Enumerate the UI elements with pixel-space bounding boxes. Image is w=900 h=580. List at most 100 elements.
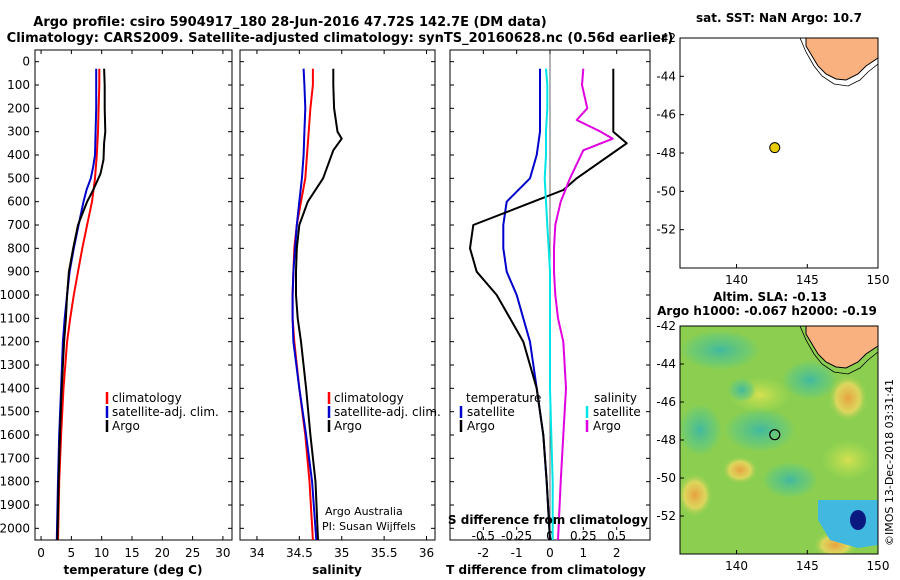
- series-argo: [56, 68, 107, 541]
- sla-blob: [828, 374, 868, 422]
- sla-heatmap: [680, 326, 878, 554]
- sla-blob: [680, 473, 713, 517]
- lon-tick-label: 150: [867, 559, 890, 573]
- depth-tick-label: 2000: [0, 521, 30, 535]
- x-tick-label: 15: [124, 546, 139, 560]
- lat-tick-label: -44: [656, 357, 676, 371]
- x-tick-label: 2: [613, 546, 621, 560]
- imos-stamp: ©IMOS 13-Dec-2018 03:31:41: [883, 379, 896, 546]
- lat-tick-label: -42: [656, 31, 676, 45]
- series-climatology: [57, 68, 101, 541]
- x-tick-label: 34.5: [286, 546, 313, 560]
- legend-temperature-heading: temperature: [466, 391, 541, 405]
- x-tick-label: 35.5: [371, 546, 398, 560]
- difference-plot: -2 -1 0 1 2-0.5 -0.25 0 0.25 0.5: [450, 50, 650, 560]
- legend-satellite: satellite-adj. clim.: [112, 405, 219, 419]
- lon-tick-label: 140: [725, 273, 748, 287]
- temperature-xlabel: temperature (deg C): [64, 563, 203, 577]
- x-tick-label: -2: [477, 546, 489, 560]
- series-temperature-satellite: [502, 68, 551, 541]
- sst-map-land: [799, 38, 878, 87]
- difference-legend: temperature satellite Argo salinity sate…: [459, 391, 641, 433]
- series-satellite-adj-clim-: [291, 68, 318, 541]
- lat-tick-label: -48: [656, 433, 676, 447]
- salinity-xlabel: salinity: [312, 563, 362, 577]
- lat-tick-label: -52: [656, 223, 676, 237]
- series-salinity-satellite: [543, 68, 554, 540]
- s-tick-label: -0.5: [472, 529, 495, 543]
- depth-tick-label: 100: [7, 78, 30, 92]
- temperature-panel-frame: [34, 49, 233, 541]
- sla-low-region: [818, 500, 878, 548]
- depth-axis: 0 100 200 300 400 500 600 700 800 900 1000 1100 1200…: [0, 55, 30, 536]
- legend-satellite: satellite-adj. clim.: [334, 405, 441, 419]
- depth-tick-label: 500: [7, 171, 30, 185]
- lat-tick-label: -44: [656, 69, 676, 83]
- depth-tick-label: 1300: [0, 358, 30, 372]
- depth-tick-label: 300: [7, 125, 30, 139]
- coastline-contour: [799, 38, 878, 87]
- sla-map-axes: 140 145 150 -42 -44 -46 -48 -50 -52: [656, 319, 889, 573]
- x-tick-label: 34: [249, 546, 264, 560]
- sla-min-core: [850, 510, 866, 530]
- legend-climatology: climatology: [112, 391, 182, 405]
- lat-tick-label: -52: [656, 509, 676, 523]
- legend-climatology: climatology: [334, 391, 404, 405]
- lat-tick-label: -50: [656, 471, 676, 485]
- sla-blob: [728, 378, 756, 402]
- legend-temperature-argo: Argo: [467, 419, 495, 433]
- series-salinity-argo: [553, 68, 614, 541]
- argo-float-marker: [769, 429, 781, 441]
- temperature-plot: 0 5 10 15 20 25 30: [35, 50, 232, 560]
- lon-tick-label: 140: [725, 559, 748, 573]
- sla-blob: [724, 408, 796, 452]
- depth-tick-label: 1200: [0, 335, 30, 349]
- depth-tick-label: 400: [7, 148, 30, 162]
- sla-blob: [822, 440, 874, 480]
- tasmania-shape: [805, 326, 878, 369]
- depth-tick-label: 1400: [0, 381, 30, 395]
- legend-argo: Argo: [334, 419, 362, 433]
- sla-map-title-1: Altim. SLA: -0.13: [713, 290, 827, 304]
- tdiff-xlabel: T difference from climatology: [446, 563, 646, 577]
- x-tick-label: 5: [68, 546, 76, 560]
- sla-map-title-2: Argo h1000: -0.067 h2000: -0.19: [657, 304, 877, 318]
- salinity-plot: 34 34.5 35 35.5 36: [240, 50, 435, 560]
- depth-tick-label: 700: [7, 218, 30, 232]
- x-tick-label: 1: [580, 546, 588, 560]
- lat-tick-label: -50: [656, 184, 676, 198]
- pi-annotation-2: PI: Susan Wijffels: [322, 520, 416, 533]
- x-tick-label: 25: [185, 546, 200, 560]
- lon-tick-label: 150: [867, 273, 890, 287]
- x-tick-label: 0: [546, 546, 554, 560]
- lat-tick-label: -42: [656, 319, 676, 333]
- figure-title-line1: Argo profile: csiro 5904917_180 28-Jun-2…: [33, 15, 546, 30]
- figure-title-line2: Climatology: CARS2009. Satellite-adjuste…: [7, 31, 674, 46]
- depth-tick-label: 800: [7, 241, 30, 255]
- pi-annotation-1: Argo Australia: [325, 505, 403, 518]
- series-temperature-argo: [469, 68, 628, 541]
- legend-temperature-satellite: satellite: [467, 405, 515, 419]
- s-tick-label: 0.5: [607, 529, 626, 543]
- legend-salinity-argo: Argo: [593, 419, 621, 433]
- depth-tick-label: 900: [7, 265, 30, 279]
- series-argo: [295, 68, 343, 541]
- sla-blob: [762, 462, 818, 498]
- depth-tick-label: 1100: [0, 311, 30, 325]
- legend-salinity-satellite: satellite: [593, 405, 641, 419]
- series-satellite-adj-clim-: [55, 68, 98, 541]
- legend-salinity-heading: salinity: [594, 391, 637, 405]
- depth-tick-label: 1600: [0, 428, 30, 442]
- x-tick-label: 36: [419, 546, 434, 560]
- depth-tick-label: 1800: [0, 475, 30, 489]
- depth-tick-label: 600: [7, 195, 30, 209]
- x-tick-label: 20: [155, 546, 170, 560]
- sla-blob: [680, 404, 722, 456]
- x-tick-label: 30: [215, 546, 230, 560]
- s-tick-label: 0.25: [570, 529, 597, 543]
- sla-blob: [680, 330, 760, 370]
- lat-tick-label: -48: [656, 146, 676, 160]
- tasmania-shape: [805, 38, 878, 81]
- depth-tick-label: 200: [7, 101, 30, 115]
